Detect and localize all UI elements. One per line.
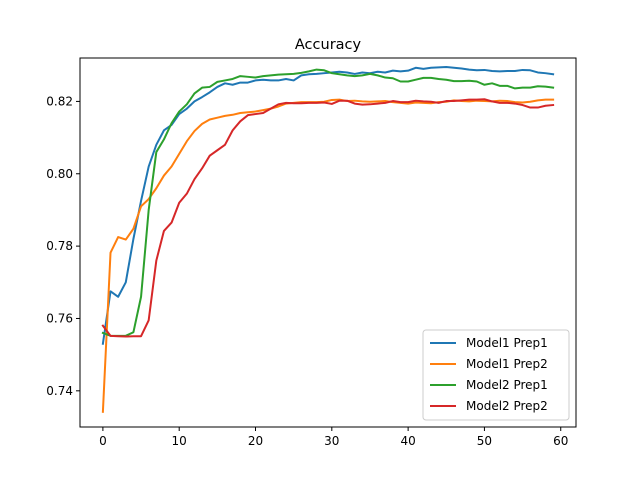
series-line-2 [101, 98, 555, 413]
x-tick-label: 0 [99, 434, 107, 448]
chart-title: Accuracy [295, 37, 362, 53]
legend-label-3: Model2 Prep1 [466, 378, 548, 392]
series-line-1 [101, 66, 555, 345]
x-tick-label: 60 [553, 434, 568, 448]
series-layer [101, 66, 555, 413]
legend-box [422, 329, 570, 421]
x-tick-label: 20 [248, 434, 263, 448]
legend-label-1: Model1 Prep1 [466, 336, 548, 350]
x-tick-label: 10 [172, 434, 187, 448]
y-tick-label: 0.76 [46, 311, 73, 325]
y-tick-label: 0.78 [46, 239, 73, 253]
y-tick-label: 0.80 [46, 167, 73, 181]
x-axis: 0 10 20 30 40 50 60 [99, 427, 568, 448]
y-tick-label: 0.74 [46, 384, 73, 398]
series-line-3 [101, 68, 555, 337]
legend: Model1 Prep1 Model1 Prep2 Model2 Prep1 Mode… [422, 329, 570, 421]
x-tick-label: 50 [477, 434, 492, 448]
series-line-4 [101, 98, 555, 338]
legend-label-4: Model2 Prep2 [466, 399, 548, 413]
y-tick-label: 0.82 [46, 94, 73, 108]
y-axis: 0.74 0.76 0.78 0.80 0.82 [46, 94, 80, 398]
legend-label-2: Model1 Prep2 [466, 357, 548, 371]
x-tick-label: 40 [400, 434, 415, 448]
x-tick-label: 30 [324, 434, 339, 448]
plot-frame [79, 57, 577, 428]
